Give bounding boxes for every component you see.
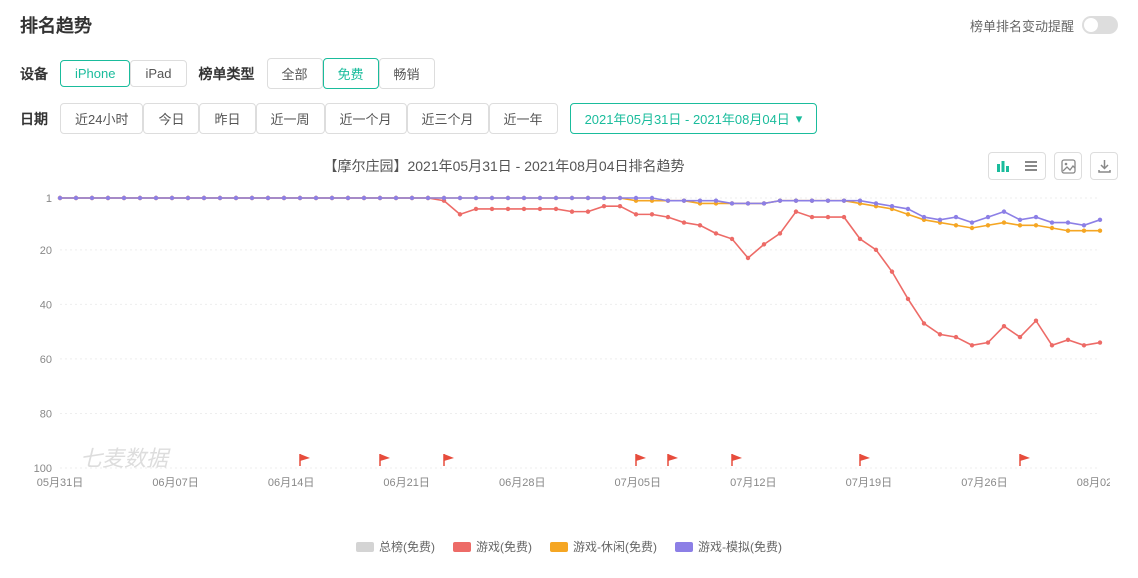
page-title: 排名趋势 <box>20 12 92 38</box>
list-type-option-1[interactable]: 免费 <box>323 58 379 89</box>
legend-item[interactable]: 总榜(免费) <box>356 538 435 555</box>
download-icon[interactable] <box>1090 152 1118 180</box>
date-label: 日期 <box>20 109 48 129</box>
image-icon[interactable] <box>1054 152 1082 180</box>
svg-text:40: 40 <box>40 299 52 311</box>
svg-text:07月05日: 07月05日 <box>615 477 661 489</box>
date-range-picker[interactable]: 2021年05月31日 - 2021年08月04日 ▾ <box>570 103 818 134</box>
legend-item[interactable]: 游戏-休闲(免费) <box>550 538 657 555</box>
list-type-option-2[interactable]: 畅销 <box>379 58 435 89</box>
svg-text:07月12日: 07月12日 <box>730 477 776 489</box>
list-type-label: 榜单类型 <box>199 64 255 84</box>
chart-title: 【摩尔庄园】2021年05月31日 - 2021年08月04日排名趋势 <box>20 156 988 176</box>
device-option-0[interactable]: iPhone <box>60 60 130 87</box>
date-option-0[interactable]: 近24小时 <box>60 103 143 134</box>
svg-text:07月26日: 07月26日 <box>961 477 1007 489</box>
alert-toggle[interactable] <box>1082 16 1118 34</box>
svg-text:1: 1 <box>46 193 52 205</box>
svg-text:05月31日: 05月31日 <box>37 477 83 489</box>
date-option-3[interactable]: 近一周 <box>256 103 325 134</box>
svg-text:06月28日: 06月28日 <box>499 477 545 489</box>
svg-text:06月14日: 06月14日 <box>268 477 314 489</box>
svg-text:08月02日: 08月02日 <box>1077 477 1110 489</box>
ranking-chart: 1 20 40 60 80 100 05月31日 06月07日 06月14日 06月21日 06月2… <box>20 188 1110 498</box>
date-range-text: 2021年05月31日 - 2021年08月04日 <box>585 109 790 128</box>
date-option-1[interactable]: 今日 <box>143 103 199 134</box>
alert-label: 榜单排名变动提醒 <box>970 16 1074 35</box>
svg-text:80: 80 <box>40 408 52 420</box>
date-option-2[interactable]: 昨日 <box>199 103 255 134</box>
bars-icon[interactable] <box>989 153 1017 179</box>
device-option-1[interactable]: iPad <box>130 60 186 87</box>
svg-text:60: 60 <box>40 354 52 366</box>
list-icon[interactable] <box>1017 153 1045 179</box>
list-type-option-0[interactable]: 全部 <box>267 58 323 89</box>
date-option-6[interactable]: 近一年 <box>489 103 558 134</box>
svg-text:06月07日: 06月07日 <box>152 477 198 489</box>
legend-item[interactable]: 游戏-模拟(免费) <box>675 538 782 555</box>
device-label: 设备 <box>20 64 48 84</box>
legend-item[interactable]: 游戏(免费) <box>453 538 532 555</box>
chevron-down-icon: ▾ <box>796 111 803 127</box>
svg-text:06月21日: 06月21日 <box>383 477 429 489</box>
chart-mode-group <box>988 152 1046 180</box>
date-option-4[interactable]: 近一个月 <box>325 103 407 134</box>
date-option-5[interactable]: 近三个月 <box>407 103 489 134</box>
svg-text:07月19日: 07月19日 <box>846 477 892 489</box>
chart-legend: 总榜(免费) 游戏(免费) 游戏-休闲(免费) 游戏-模拟(免费) <box>20 538 1118 555</box>
svg-text:100: 100 <box>34 463 52 475</box>
svg-text:20: 20 <box>40 245 52 257</box>
